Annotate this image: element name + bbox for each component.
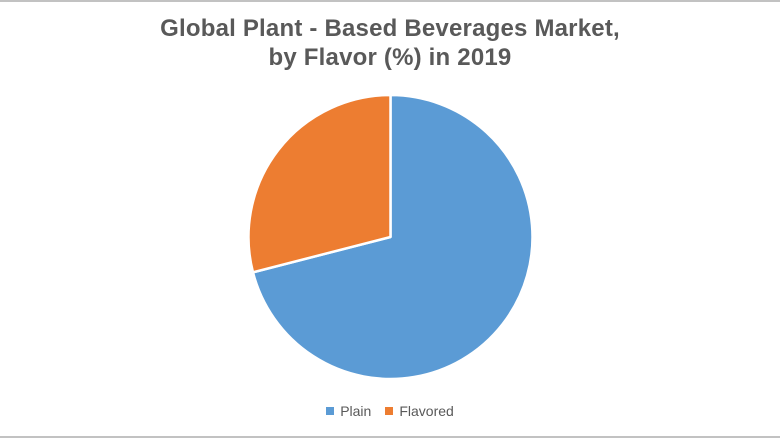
legend: Plain Flavored	[0, 400, 780, 422]
legend-item-flavored: Flavored	[385, 403, 454, 419]
pie-slice-flavored	[247, 93, 392, 274]
pie-slice-plain	[251, 93, 534, 381]
chart-title-line-2: by Flavor (%) in 2019	[268, 44, 512, 71]
bottom-edge-strip	[0, 436, 780, 438]
chart-title: Global Plant - Based Beverages Market, b…	[0, 14, 780, 72]
plain-swatch-icon	[326, 407, 335, 415]
chart-title-line-1: Global Plant - Based Beverages Market,	[160, 15, 620, 42]
legend-label-plain: Plain	[340, 403, 372, 419]
top-edge-strip	[0, 0, 780, 2]
legend-item-plain: Plain	[326, 403, 371, 419]
legend-label-flavored: Flavored	[399, 403, 454, 419]
flavored-swatch-icon	[385, 407, 394, 415]
